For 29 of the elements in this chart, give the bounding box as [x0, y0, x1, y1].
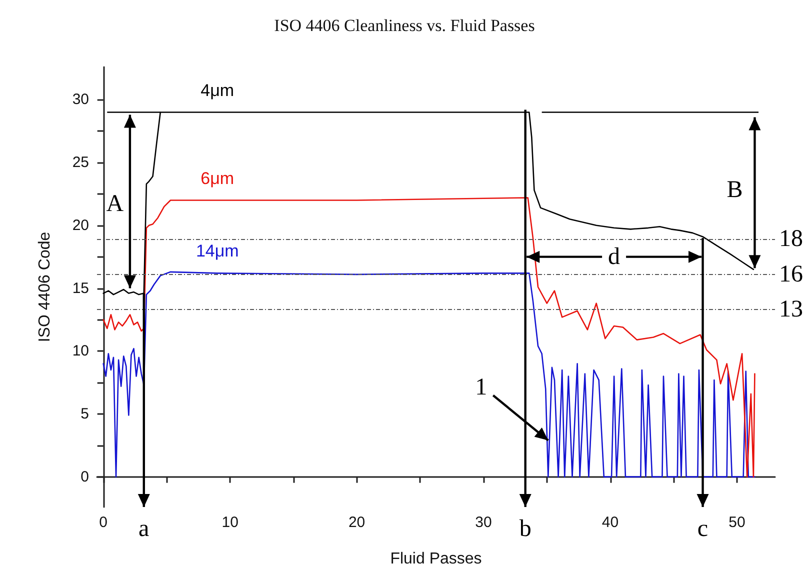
- annotation: a: [138, 516, 150, 542]
- annotation: c: [697, 516, 708, 542]
- annotation: 13: [779, 296, 803, 323]
- y-tick-label: 0: [80, 468, 89, 486]
- annotation: b: [519, 516, 532, 542]
- x-tick-label: 10: [222, 514, 238, 531]
- series-label: 6μm: [200, 168, 234, 188]
- annotation: A: [106, 191, 124, 218]
- y-tick-label: 30: [72, 91, 89, 108]
- x-tick-label: 30: [475, 514, 492, 531]
- x-tick-label: 40: [602, 514, 619, 531]
- x-axis-title: Fluid Passes: [390, 550, 482, 568]
- annotation: 18: [779, 226, 803, 252]
- annotation: d: [608, 244, 620, 270]
- chart-title: ISO 4406 Cleanliness vs. Fluid Passes: [274, 16, 535, 35]
- y-tick-label: 20: [72, 216, 89, 234]
- annotation: B: [726, 177, 743, 204]
- x-tick-label: 50: [728, 514, 746, 531]
- y-tick-label: 25: [72, 154, 89, 172]
- annotation: 1: [475, 374, 488, 400]
- series-label: 4μm: [200, 80, 234, 100]
- x-tick-label: 20: [348, 514, 366, 531]
- series-label: 14μm: [196, 242, 239, 261]
- x-tick-label: 0: [99, 514, 108, 531]
- y-tick-label: 10: [72, 342, 89, 360]
- y-tick-label: 5: [80, 405, 89, 422]
- annotation: 16: [779, 261, 803, 288]
- y-tick-label: 15: [72, 280, 89, 297]
- y-axis-title: ISO 4406 Code: [36, 232, 54, 342]
